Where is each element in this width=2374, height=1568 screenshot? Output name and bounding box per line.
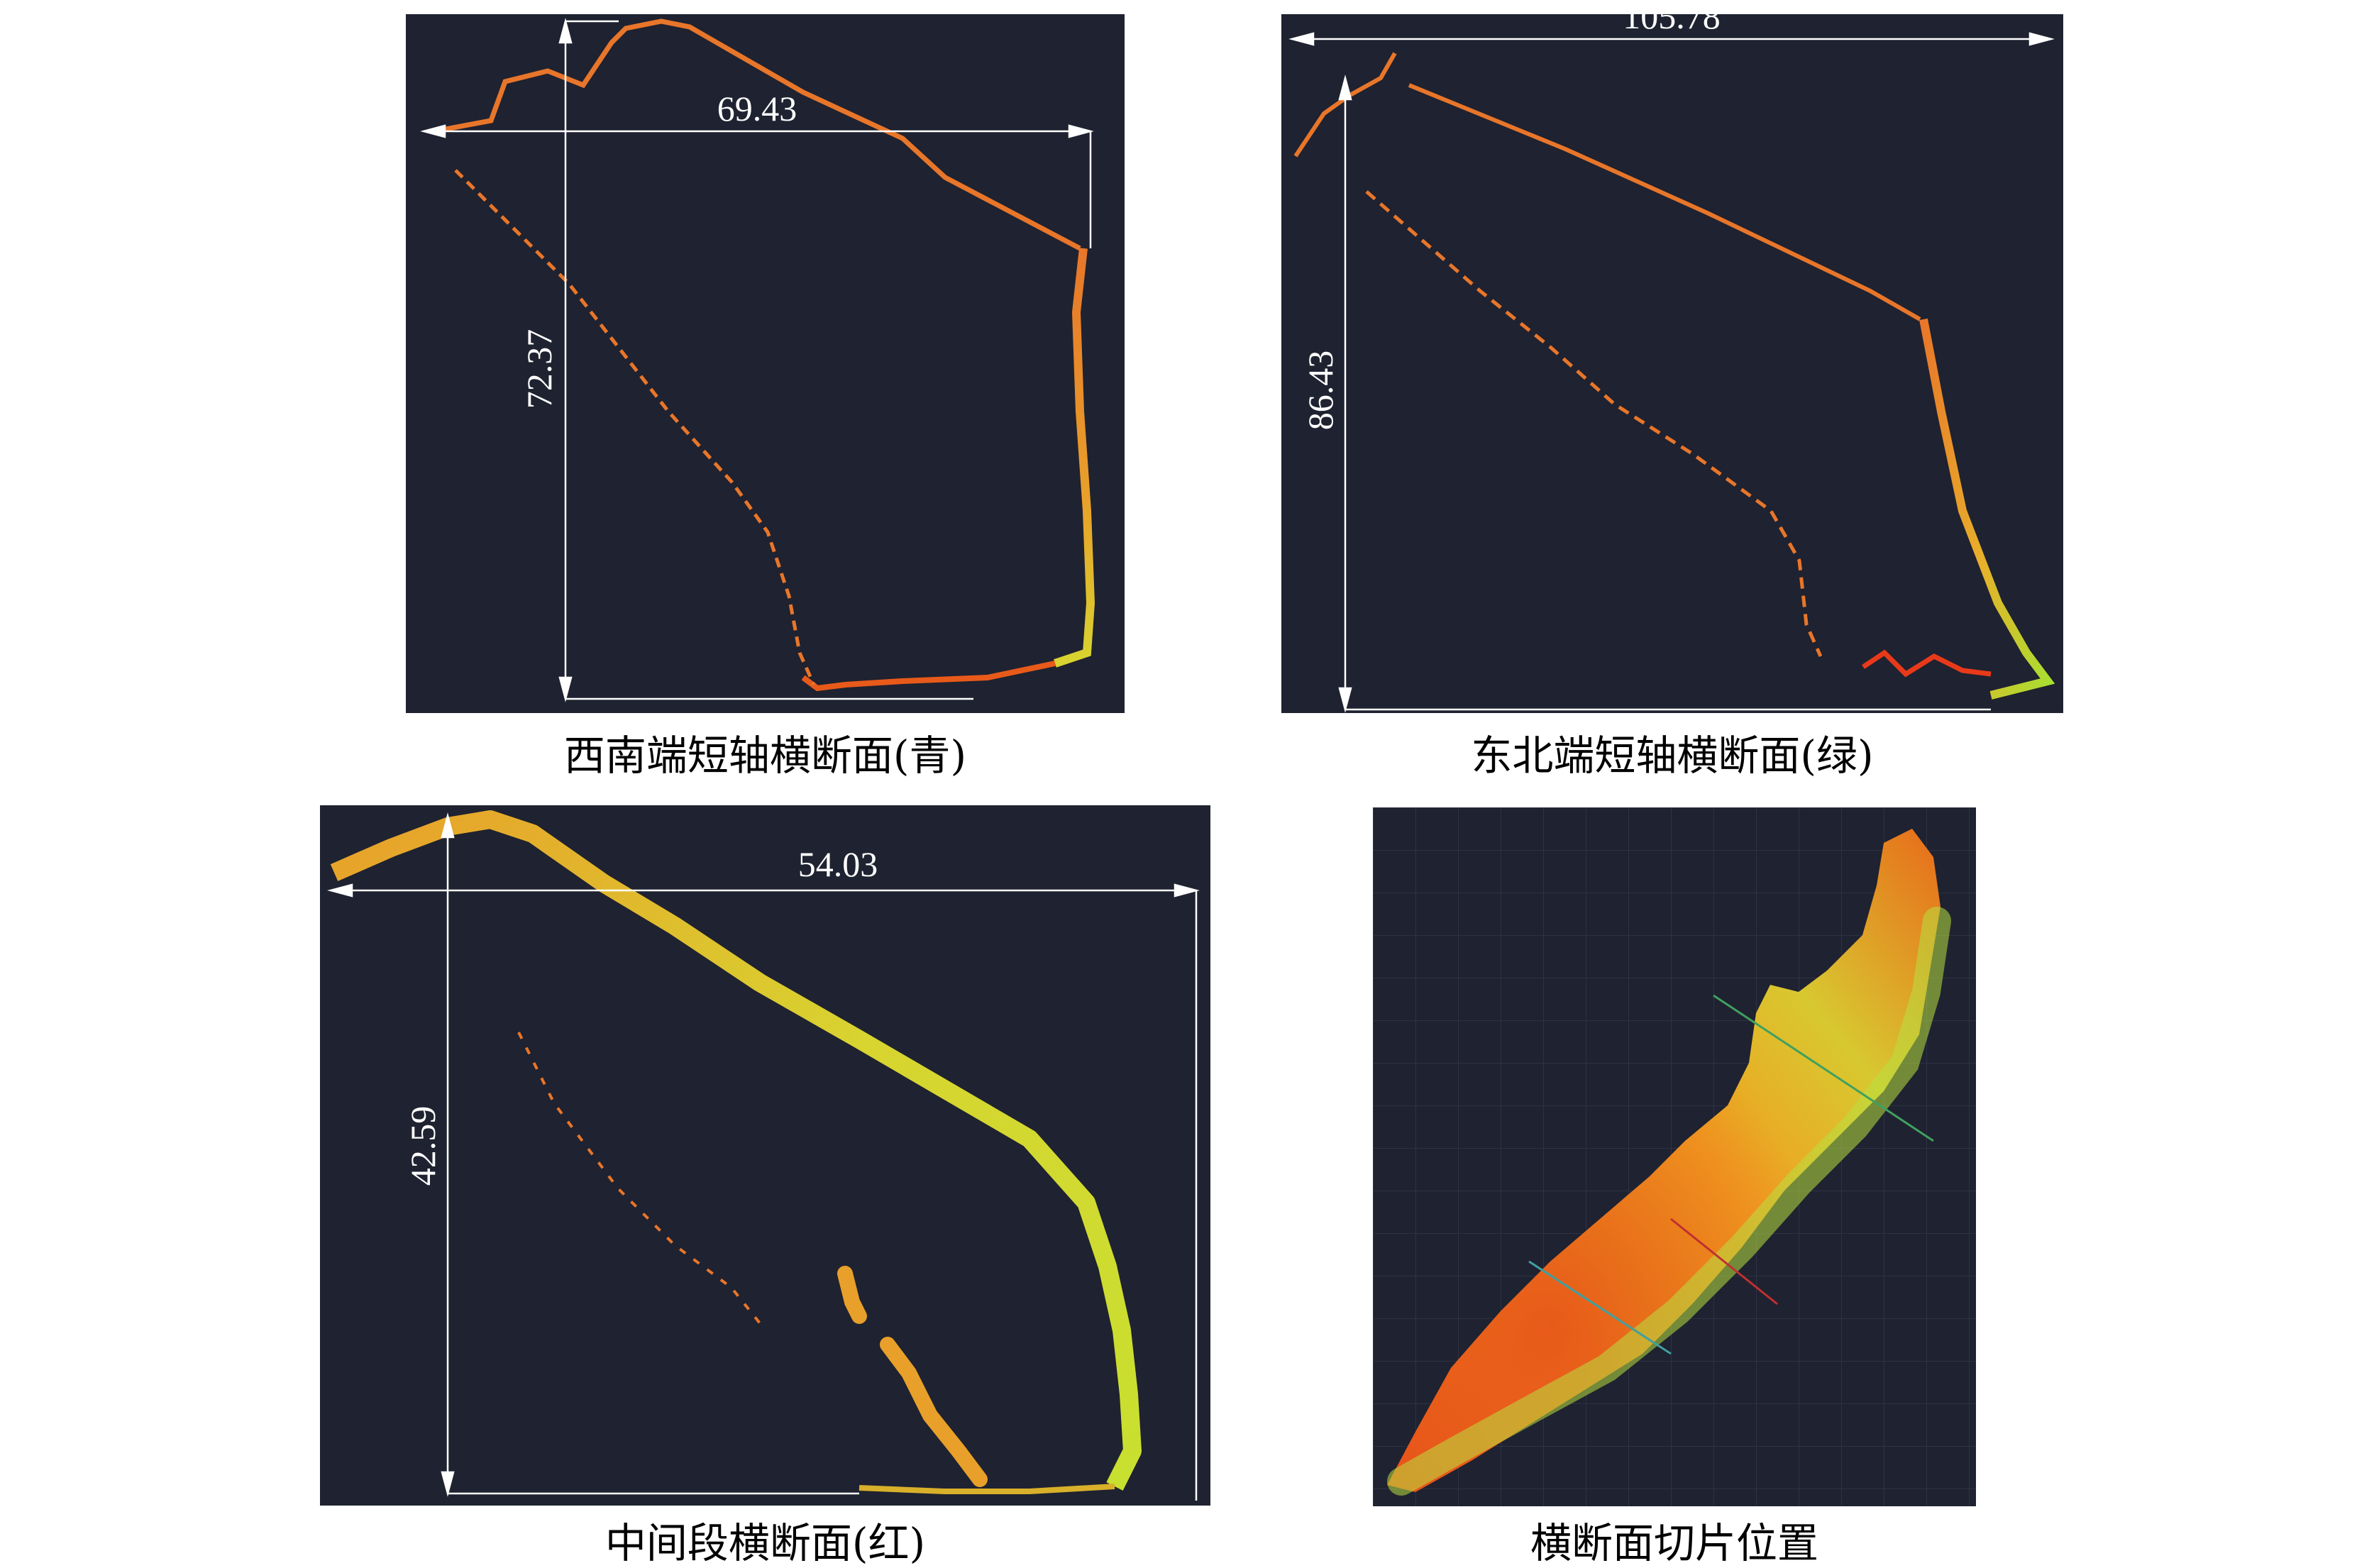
southwest-bottom-edge — [801, 661, 1056, 692]
middle-height-label: 42.59 — [403, 1106, 443, 1186]
middle-width-label: 54.03 — [798, 844, 878, 884]
southwest-inner-wall — [454, 169, 816, 686]
northeast-point-cloud: 105.78 86.43 — [1288, 14, 2055, 713]
northeast-top-edge — [1293, 52, 1921, 321]
panel-middle-section: 54.03 42.59 — [320, 805, 1210, 1506]
middle-top-edge — [330, 810, 1142, 1491]
northeast-bottom-debris — [1862, 649, 1992, 678]
northeast-inner-wall — [1365, 190, 1823, 658]
middle-inner-debris — [837, 1266, 988, 1487]
excavation-green-edge — [1387, 907, 1951, 1496]
northeast-right-wall — [1919, 318, 2055, 700]
southwest-height-label: 72.37 — [519, 329, 559, 409]
panel-slice-location — [1373, 807, 1976, 1506]
southwest-point-cloud: 69.43 72.37 — [420, 18, 1095, 702]
slice-line-southwest — [1528, 1260, 1672, 1355]
slice-line-northeast — [1713, 994, 1934, 1142]
southwest-right-wall — [1054, 248, 1095, 668]
northeast-width-label: 105.78 — [1623, 14, 1721, 36]
panel-northeast-section: 105.78 86.43 — [1281, 14, 2063, 713]
northeast-height-label: 86.43 — [1301, 350, 1340, 431]
middle-inner-wall — [517, 1032, 761, 1325]
panel-southwest-section: 69.43 72.37 — [406, 14, 1125, 713]
southwest-width-label: 69.43 — [717, 89, 797, 128]
middle-point-cloud: 54.03 42.59 — [327, 810, 1200, 1501]
caption-southwest: 西南端短轴横断面(青) — [563, 731, 967, 780]
middle-bottom-edge — [858, 1484, 1115, 1494]
caption-northeast: 东北端短轴横断面(绿) — [1471, 731, 1874, 780]
slice-line-middle — [1670, 1218, 1778, 1305]
caption-slice-location: 横断面切片位置 — [1530, 1519, 1818, 1567]
caption-middle: 中间段横断面(红) — [604, 1519, 926, 1567]
slice-location-plan — [1373, 807, 1976, 1506]
southwest-top-edge — [434, 18, 1081, 251]
